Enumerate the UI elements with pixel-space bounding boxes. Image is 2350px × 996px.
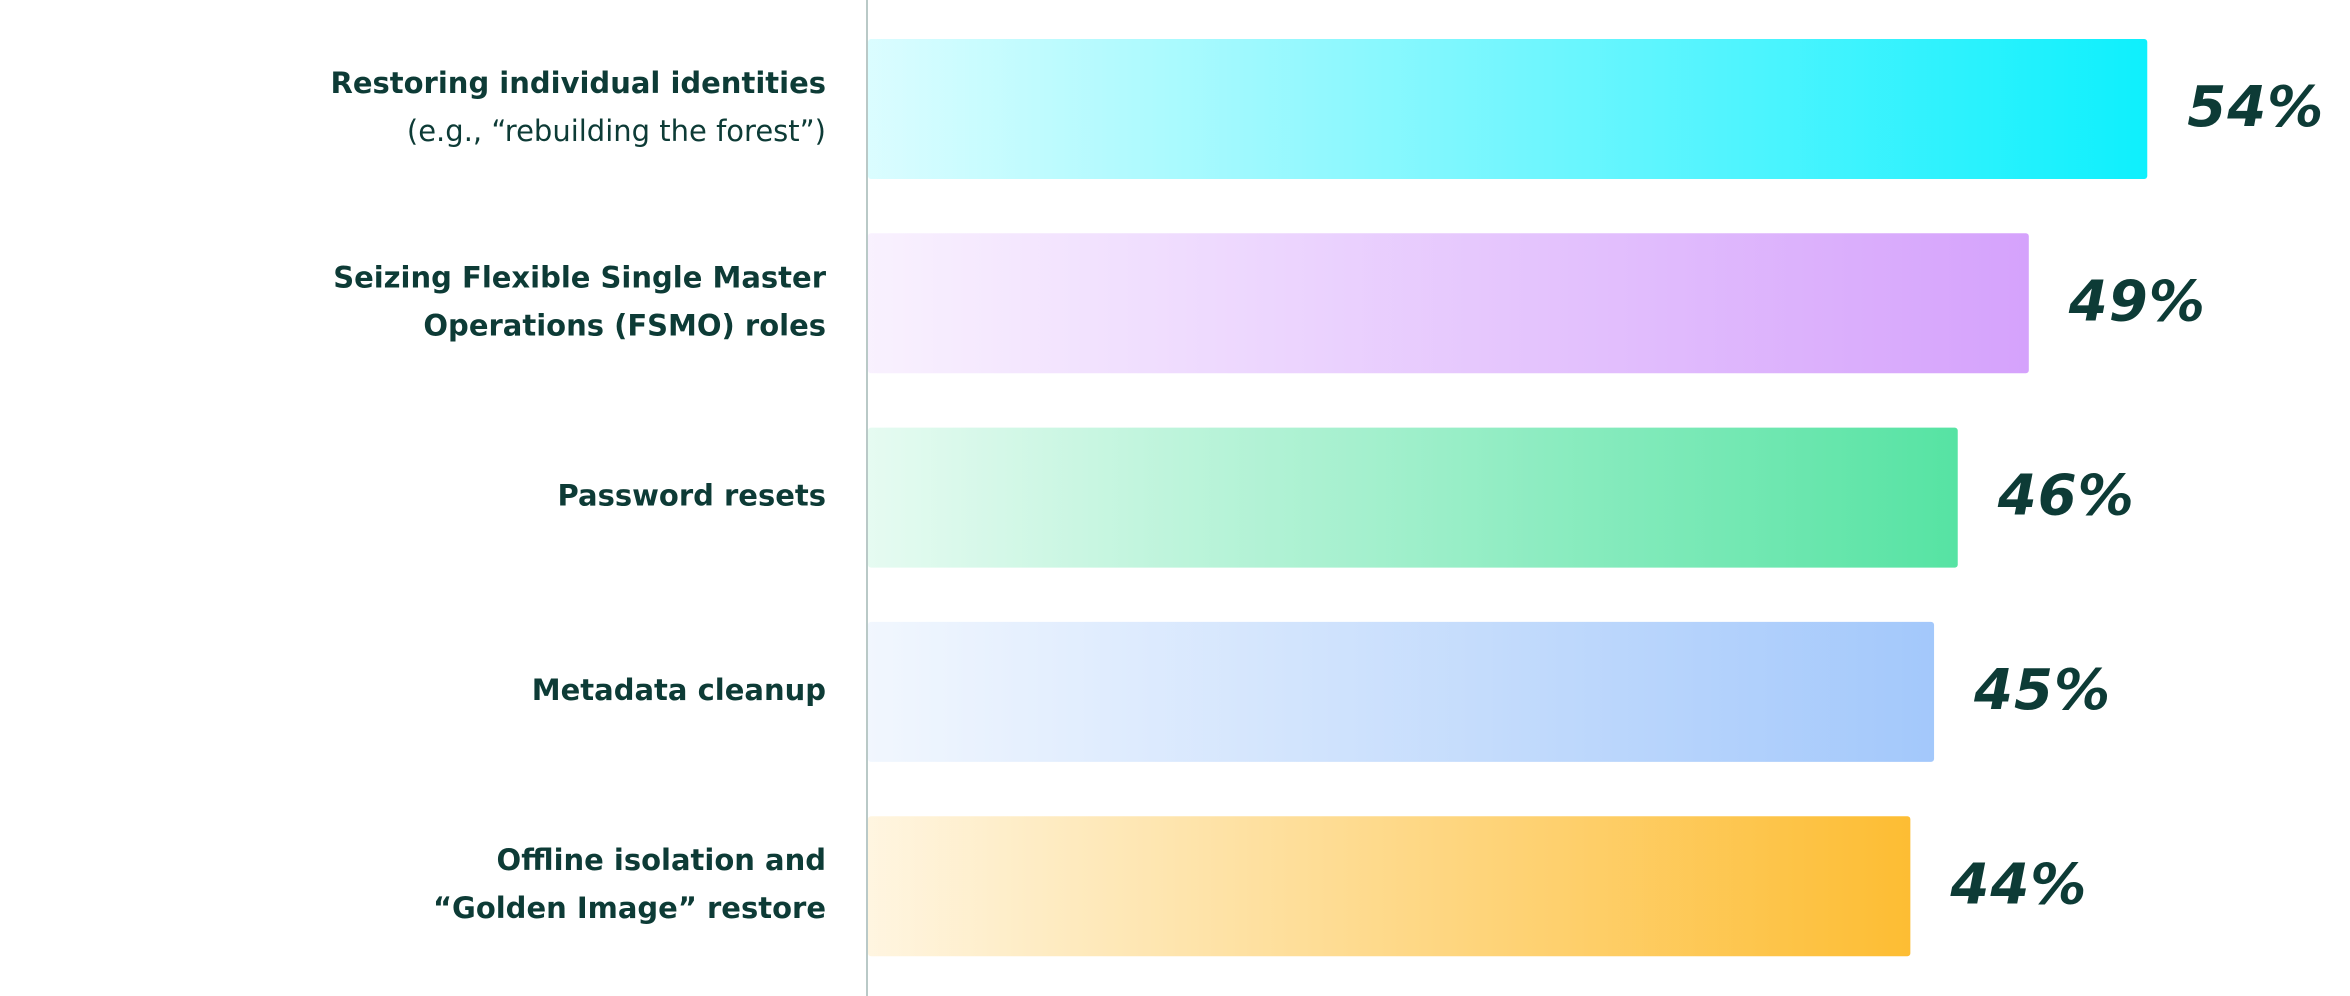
- category-label: Password resets: [558, 479, 826, 513]
- category-label: Restoring individual identities: [331, 66, 826, 100]
- category-label: Operations (FSMO) roles: [423, 308, 826, 342]
- value-label: 46%: [1997, 464, 2135, 529]
- category-label: Metadata cleanup: [532, 673, 826, 707]
- bar: [868, 427, 1958, 568]
- value-label: 44%: [1949, 852, 2087, 917]
- bar: [868, 233, 2029, 374]
- category-label: Offline isolation and: [497, 843, 826, 877]
- bar: [868, 816, 1911, 957]
- category-label: Seizing Flexible Single Master: [333, 260, 827, 294]
- bar: [868, 39, 2148, 179]
- category-label: (e.g., “rebuilding the forest”): [407, 114, 826, 148]
- value-label: 54%: [2187, 75, 2324, 140]
- value-label: 45%: [1973, 658, 2111, 723]
- value-label: 49%: [2068, 269, 2206, 334]
- category-label: “Golden Image” restore: [433, 891, 826, 925]
- bar: [868, 621, 1935, 762]
